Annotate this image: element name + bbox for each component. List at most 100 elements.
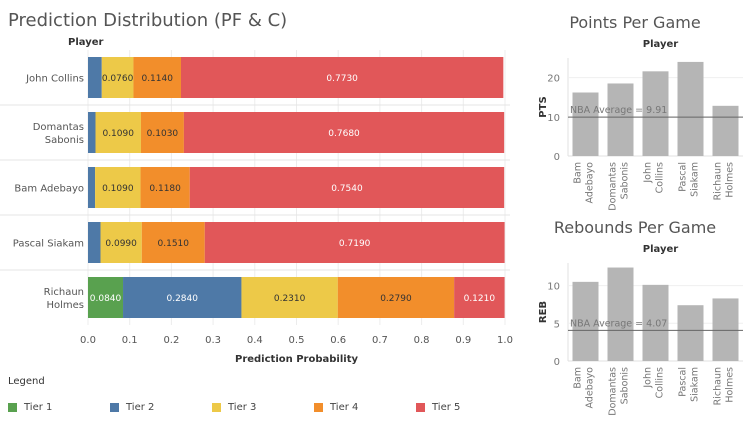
bar: [677, 305, 704, 361]
data-label: 0.2790: [380, 294, 412, 304]
x-axis-title: Prediction Probability: [235, 354, 358, 365]
row-label: Bam Adebayo: [14, 184, 84, 195]
x-tick-label: Holmes: [725, 367, 736, 403]
y-tick-label: 10: [547, 113, 560, 124]
legend-swatch: [314, 403, 323, 412]
bar-segment: [100, 222, 142, 263]
x-tick-label: Richaun: [713, 162, 724, 200]
y-axis-title: REB: [538, 301, 549, 323]
bar: [712, 105, 739, 156]
reference-line-label: NBA Average = 4.07: [570, 318, 667, 329]
x-tick-label: Bam: [573, 162, 584, 184]
x-tick-label: 0.8: [414, 335, 430, 346]
legend-swatch: [110, 403, 119, 412]
legend-label: Tier 2: [126, 402, 155, 413]
row-label: Domantas Sabonis: [33, 122, 84, 146]
bar-segment: [140, 112, 184, 153]
data-label: 0.1090: [102, 129, 134, 139]
data-label: 0.1210: [464, 294, 496, 304]
rebounds-per-game-chart: Player 0 5 10 REB Bam Adebayo Domantas Sabonis Jo…: [538, 244, 743, 416]
y-tick-label: 5: [554, 319, 560, 330]
bar-segment: [88, 57, 102, 98]
x-tick-label: Holmes: [725, 162, 736, 198]
x-tick-label: Richaun: [713, 367, 724, 405]
bar-segment: [141, 222, 205, 263]
bar: [642, 284, 669, 361]
bar: [677, 61, 704, 156]
x-tick-label: Domantas: [608, 162, 619, 211]
bar-segment: [133, 57, 181, 98]
data-label: 0.1030: [147, 129, 179, 139]
bar-segment: [140, 167, 190, 208]
row-label: John Collins: [25, 74, 84, 85]
bar: [572, 92, 599, 156]
y-tick-label: 10: [547, 282, 560, 293]
x-tick-label: Adebayo: [585, 367, 596, 409]
x-tick-label: John: [643, 367, 654, 389]
bar-segment: [241, 277, 338, 318]
x-tick-label: 0.0: [80, 335, 96, 346]
bar: [642, 71, 669, 156]
data-label: 0.0760: [102, 74, 134, 84]
y-axis-title: Player: [68, 37, 103, 48]
x-tick-label: 0.6: [330, 335, 346, 346]
row-label: Pascal Siakam: [13, 239, 84, 250]
x-tick-label: Bam: [573, 367, 584, 389]
bar-segment: [88, 222, 101, 263]
legend-title: Legend: [8, 376, 45, 387]
legend-item[interactable]: Tier 4: [314, 402, 358, 413]
legend-swatch: [212, 403, 221, 412]
x-tick-label: 0.3: [205, 335, 221, 346]
legend-swatch: [416, 403, 425, 412]
x-tick-label: 0.9: [455, 335, 471, 346]
data-label: 0.1510: [158, 239, 190, 249]
data-label: 0.2840: [166, 294, 198, 304]
main-chart-title: Prediction Distribution (PF & C): [8, 10, 288, 31]
bar-segment: [454, 277, 505, 318]
legend-label: Tier 4: [330, 402, 359, 413]
legend-label: Tier 1: [24, 402, 53, 413]
bar-segment: [101, 57, 134, 98]
legend-item[interactable]: Tier 2: [110, 402, 154, 413]
bar-segment: [95, 167, 141, 208]
x-axis-title: Player: [643, 39, 678, 50]
data-label: 0.0990: [105, 239, 137, 249]
legend-label: Tier 3: [228, 402, 257, 413]
bar-segment: [337, 277, 455, 318]
bar-segment: [204, 222, 505, 263]
data-label: 0.1140: [141, 74, 173, 84]
x-tick-label: 0.1: [122, 335, 138, 346]
data-label: 0.7190: [339, 239, 371, 249]
row-label: Richaun Holmes: [44, 287, 84, 311]
legend-item[interactable]: Tier 5: [416, 402, 460, 413]
y-tick-label: 0: [554, 152, 560, 163]
bar-segment: [123, 277, 242, 318]
x-tick-label: Siakam: [690, 162, 701, 197]
x-tick-label: Adebayo: [585, 162, 596, 204]
x-tick-label: 1.0: [497, 335, 513, 346]
bar: [607, 83, 634, 156]
y-tick-label: 20: [547, 74, 560, 85]
data-label: 0.1180: [149, 184, 181, 194]
x-tick-label: Domantas: [608, 367, 619, 416]
points-per-game-chart: Player 0 10 20 PTS Bam Adebayo Domantas Sabonis J…: [538, 39, 743, 211]
legend-item[interactable]: Tier 3: [212, 402, 256, 413]
data-label: 0.7540: [331, 184, 363, 194]
y-axis-title: PTS: [538, 96, 549, 117]
legend-swatch: [8, 403, 17, 412]
x-tick-label: Pascal: [678, 162, 689, 192]
legend-label: Tier 5: [432, 402, 461, 413]
x-tick-label: 0.2: [163, 335, 179, 346]
bar-segment: [88, 277, 124, 318]
x-axis-title: Player: [643, 244, 678, 255]
x-tick-label: John: [643, 162, 654, 184]
bar-segment: [88, 167, 96, 208]
x-tick-label: Sabonis: [620, 162, 631, 199]
x-tick-label: Sabonis: [620, 367, 631, 404]
data-label: 0.2310: [274, 294, 306, 304]
bar-segment: [95, 112, 141, 153]
prediction-distribution-chart: Player 0.0 0.1 0.2 0.3 0.4 0.5 0.6 0.7 0.8 0.9 1.0 P…: [0, 37, 513, 365]
y-tick-label: 0: [554, 357, 560, 368]
x-tick-label: 0.5: [289, 335, 305, 346]
legend-item[interactable]: Tier 1: [8, 402, 52, 413]
